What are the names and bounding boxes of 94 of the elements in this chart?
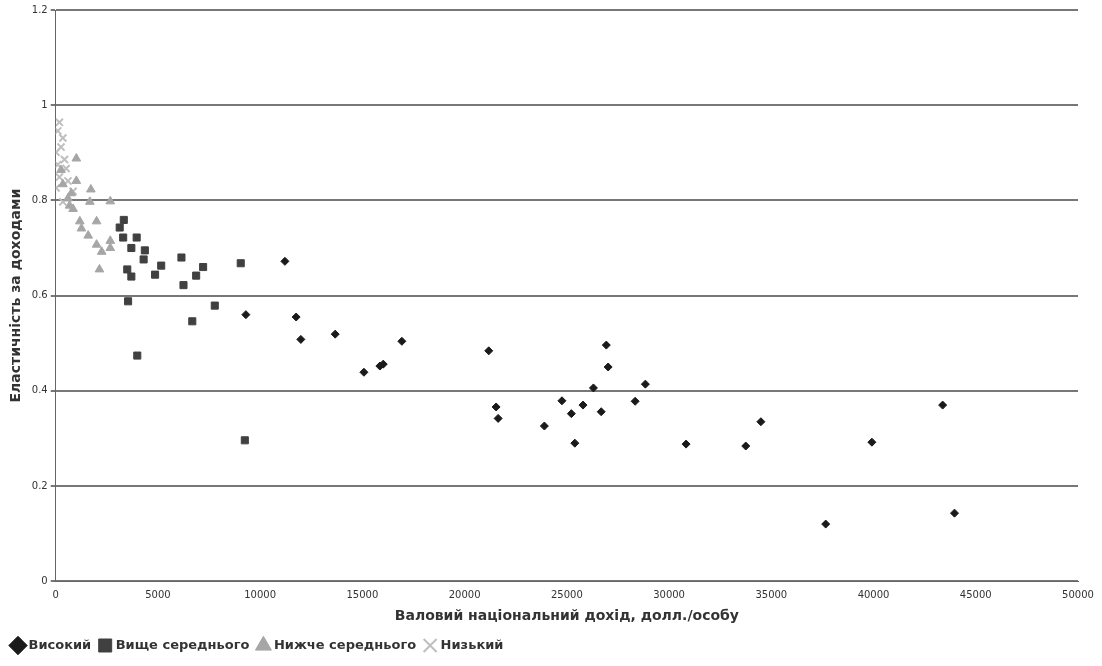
y-tick-label: 0.8 — [31, 193, 48, 205]
point — [86, 183, 96, 193]
x-tick-label: 45000 — [959, 588, 992, 600]
point — [119, 233, 128, 242]
y-tick-label: 0.6 — [31, 289, 48, 301]
point — [741, 441, 751, 451]
point — [151, 270, 160, 279]
point — [493, 413, 503, 423]
point — [63, 193, 73, 202]
point — [58, 178, 68, 188]
point — [140, 246, 149, 255]
point — [681, 439, 691, 449]
x-axis-title: Валовий національний дохід, долл./особу — [394, 607, 739, 624]
point — [127, 272, 136, 281]
point — [296, 334, 306, 344]
legend-label: Вище середнього — [115, 636, 250, 652]
point — [578, 400, 588, 410]
point — [821, 519, 831, 529]
point — [123, 265, 132, 274]
x-tick-label: 25000 — [550, 588, 583, 600]
point — [188, 317, 197, 326]
point — [601, 340, 611, 350]
point — [139, 255, 148, 264]
x-tick-label: 40000 — [857, 588, 890, 600]
point — [566, 409, 576, 419]
y-tick-label: 1 — [41, 98, 48, 110]
point — [85, 196, 95, 205]
x-tick-label: 5000 — [145, 588, 171, 600]
point — [630, 396, 640, 406]
point — [56, 164, 66, 173]
point — [71, 175, 82, 184]
point — [127, 243, 136, 253]
point — [588, 383, 598, 393]
point — [603, 362, 613, 372]
point — [236, 259, 245, 268]
point — [71, 153, 82, 162]
point — [192, 271, 201, 280]
point — [105, 195, 116, 205]
point — [640, 379, 650, 389]
point — [484, 346, 494, 356]
x-tick-label: 35000 — [755, 588, 788, 600]
x-tick-label: 30000 — [653, 588, 685, 600]
point — [596, 407, 606, 417]
point — [133, 351, 142, 360]
point — [210, 301, 219, 310]
point — [96, 246, 107, 255]
point — [359, 367, 369, 377]
x-tick-label: 50000 — [1062, 588, 1094, 600]
point — [241, 310, 251, 320]
point — [119, 215, 128, 224]
point — [105, 235, 116, 244]
x-tick-label: 15000 — [346, 588, 379, 600]
point — [76, 222, 87, 232]
point — [950, 508, 960, 518]
y-tick-label: 1.2 — [31, 3, 48, 15]
point — [179, 281, 188, 290]
point — [115, 223, 124, 232]
legend-label: Високий — [28, 636, 92, 652]
y-tick-label: 0.2 — [31, 479, 48, 491]
point — [867, 437, 877, 447]
point — [291, 312, 301, 322]
point — [124, 297, 133, 306]
legend-label: Низький — [440, 636, 504, 652]
y-tick-label: 0.4 — [31, 384, 48, 396]
point — [330, 329, 340, 339]
point — [491, 402, 501, 412]
point — [63, 176, 73, 186]
point — [132, 233, 141, 242]
point — [55, 172, 64, 182]
point — [199, 263, 208, 272]
point — [397, 336, 407, 346]
y-axis-title: Еластичність за доходами — [7, 188, 24, 403]
y-tick-label: 0 — [41, 574, 48, 586]
point — [539, 421, 549, 431]
point — [756, 417, 766, 427]
point — [75, 215, 85, 225]
point — [105, 242, 116, 251]
point — [177, 253, 186, 262]
point — [240, 436, 249, 445]
point — [68, 203, 78, 212]
point — [570, 438, 580, 448]
x-tick-label: 10000 — [244, 588, 277, 600]
legend-label: Нижче середнього — [273, 636, 417, 652]
x-tick-label: 20000 — [448, 588, 481, 600]
x-tick-label: 0 — [52, 588, 59, 600]
point — [280, 256, 290, 266]
point — [91, 239, 102, 248]
point — [58, 197, 68, 207]
point — [94, 263, 105, 273]
point — [91, 215, 102, 225]
point — [157, 261, 166, 270]
point — [938, 400, 948, 410]
point — [83, 230, 94, 239]
point — [557, 396, 567, 406]
